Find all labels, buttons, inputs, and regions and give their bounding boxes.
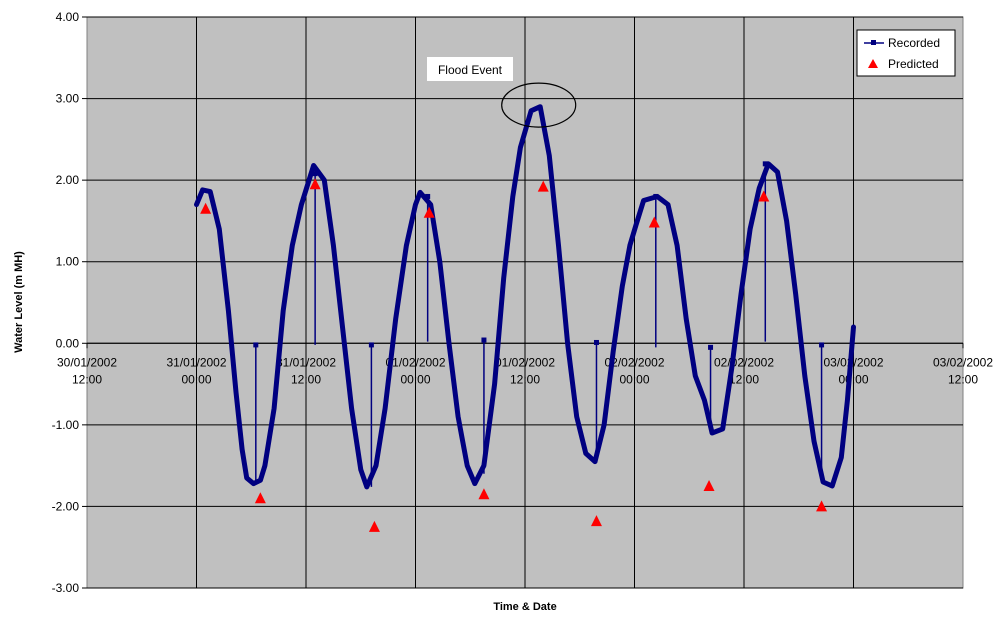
legend-recorded-label: Recorded [888,36,940,50]
legend: Recorded Predicted [856,29,956,77]
predicted-point [537,180,549,192]
x-tick-time: 00:00 [619,372,649,386]
flood-event-ellipse [501,82,577,128]
y-axis-title: Water Level (m MH) [13,251,25,353]
recorded-stem-marker [312,171,318,177]
predicted-point [254,492,266,504]
legend-predicted-label: Predicted [888,57,939,71]
x-tick-time: 00:00 [181,372,211,386]
x-tick-date: 01/02/2002 [385,355,445,369]
recorded-stem-marker [368,342,374,348]
predicted-point [590,515,602,527]
predicted-point [368,520,380,532]
recorded-stem-marker [425,193,431,199]
x-axis-title: Time & Date [493,601,556,613]
legend-recorded-marker [871,40,876,45]
x-tick-time: 12:00 [291,372,321,386]
recorded-stem-marker [819,342,825,348]
flood-event-label-box [427,57,513,81]
x-tick-date: 02/02/2002 [604,355,664,369]
x-axis-tick-labels: 30/01/2002 12:00 31/01/2002 00:00 31/01/2002… [57,355,993,386]
flood-event-label: Flood Event [438,63,503,77]
y-axis-tick-labels: 4.00 3.00 2.00 1.00 0.00 -1.00 -2.00 -3.00 [52,10,80,595]
legend-predicted-marker [868,59,878,68]
predicted-point [758,190,770,202]
recorded-stem-marker [708,344,714,350]
predicted-point [648,216,660,228]
x-tick-time: 00:00 [400,372,430,386]
y-tick-label: 4.00 [56,10,80,24]
predicted-point [200,202,212,214]
x-tick-date: 02/02/2002 [714,355,774,369]
recorded-stem-marker [253,342,259,348]
predicted-point [478,488,490,500]
y-tick-label: 3.00 [56,92,80,106]
predicted-point [309,178,321,190]
y-tick-label: 1.00 [56,255,80,269]
y-tick-label: -3.00 [52,581,80,595]
recorded-stem-marker [593,339,599,345]
recorded-stem-marker [481,337,487,343]
y-tick-label: -1.00 [52,418,80,432]
x-tick-date: 31/01/2002 [166,355,226,369]
x-tick-time: 12:00 [72,372,102,386]
x-tick-date: 03/02/2002 [933,355,993,369]
x-tick-time: 12:00 [948,372,978,386]
y-tick-label: -2.00 [52,499,80,513]
y-tick-label: 2.00 [56,173,80,187]
legend-box [856,29,956,77]
predicted-point [423,206,435,218]
x-tick-date: 03/02/2002 [823,355,883,369]
x-tick-time: 12:00 [729,372,759,386]
x-tick-date: 31/01/2002 [276,355,336,369]
y-tick-label: 0.00 [56,336,80,350]
flood-event-annotation: Flood Event [427,57,577,128]
predicted-point [703,480,715,492]
x-tick-date: 01/02/2002 [495,355,555,369]
x-tick-time: 00:00 [838,372,868,386]
recorded-stems [253,161,825,487]
predicted-point [816,500,828,512]
x-tick-date: 30/01/2002 [57,355,117,369]
recorded-stem-marker [762,161,768,167]
predicted-series-markers [200,178,828,532]
recorded-series-line [194,104,856,490]
x-tick-time: 12:00 [510,372,540,386]
